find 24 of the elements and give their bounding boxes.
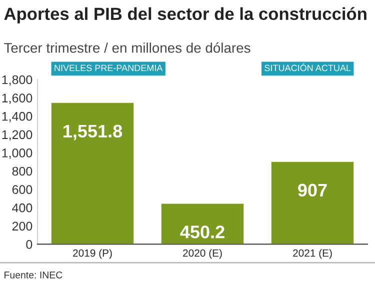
chart-title: Aportes al PIB del sector de la construcción bbox=[4, 7, 366, 24]
x-tick-label: 2020 (E) bbox=[183, 249, 222, 259]
y-tick-label: 400 bbox=[12, 203, 32, 212]
data-label: 450.2 bbox=[180, 226, 224, 238]
bar bbox=[270, 160, 355, 244]
data-label: 1,551.8 bbox=[64, 124, 122, 140]
chart-subtitle: Tercer trimestre / en millones de dólares bbox=[4, 42, 250, 53]
text: SITUACIÓN ACTUAL bbox=[264, 63, 351, 72]
y-tick-label: 800 bbox=[12, 166, 32, 176]
y-tick-label: 200 bbox=[12, 222, 32, 231]
y-tick-label: 1,200 bbox=[2, 130, 32, 141]
y-tick-label: 600 bbox=[12, 185, 32, 194]
y-tick-label: 1,400 bbox=[2, 112, 32, 122]
bar bbox=[160, 202, 245, 244]
text: NIVELES PRE-PANDEMIA bbox=[54, 64, 163, 72]
source-note: Fuente: INEC bbox=[4, 272, 62, 278]
y-tick-label: 1,800 bbox=[2, 75, 32, 86]
y-tick-label: 0 bbox=[26, 240, 32, 249]
x-tick-label: 2019 (P) bbox=[73, 249, 112, 259]
x-tick-label: 2021 (E) bbox=[293, 249, 332, 259]
data-label: 907 bbox=[298, 184, 327, 197]
y-tick-label: 1,600 bbox=[2, 94, 32, 104]
y-tick-label: 1,000 bbox=[2, 148, 32, 159]
bar bbox=[50, 102, 135, 244]
